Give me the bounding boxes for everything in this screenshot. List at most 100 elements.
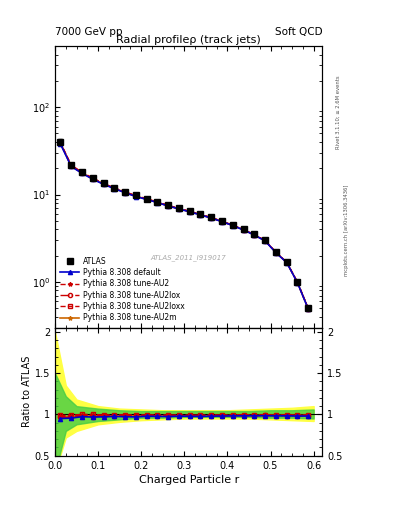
- Pythia 8.308 default: [263, 238, 268, 244]
- Title: Radial profileρ (track jets): Radial profileρ (track jets): [116, 35, 261, 45]
- Pythia 8.308 tune-AU2lox: [187, 208, 192, 215]
- Pythia 8.308 tune-AU2: [230, 222, 235, 228]
- Pythia 8.308 tune-AU2m: [295, 280, 300, 286]
- Line: Pythia 8.308 default: Pythia 8.308 default: [58, 142, 310, 311]
- Pythia 8.308 tune-AU2lox: [144, 196, 149, 202]
- Pythia 8.308 default: [230, 223, 235, 229]
- Pythia 8.308 tune-AU2loxx: [198, 211, 203, 218]
- Pythia 8.308 tune-AU2lox: [80, 170, 84, 176]
- Pythia 8.308 default: [112, 185, 117, 191]
- Pythia 8.308 tune-AU2m: [90, 176, 95, 182]
- Pythia 8.308 tune-AU2loxx: [295, 279, 300, 285]
- Pythia 8.308 tune-AU2: [220, 218, 224, 224]
- Pythia 8.308 tune-AU2loxx: [166, 202, 171, 208]
- Pythia 8.308 tune-AU2loxx: [285, 259, 289, 265]
- Pythia 8.308 tune-AU2loxx: [155, 199, 160, 205]
- Pythia 8.308 tune-AU2m: [123, 189, 127, 196]
- Pythia 8.308 tune-AU2: [112, 185, 117, 191]
- Pythia 8.308 tune-AU2: [166, 203, 171, 209]
- Pythia 8.308 tune-AU2lox: [90, 176, 95, 182]
- Pythia 8.308 tune-AU2m: [134, 193, 138, 199]
- Pythia 8.308 tune-AU2m: [220, 219, 224, 225]
- Pythia 8.308 tune-AU2loxx: [176, 205, 181, 211]
- Line: Pythia 8.308 tune-AU2: Pythia 8.308 tune-AU2: [58, 141, 310, 311]
- Pythia 8.308 tune-AU2loxx: [220, 218, 224, 224]
- Pythia 8.308 tune-AU2: [134, 193, 138, 199]
- Pythia 8.308 tune-AU2m: [285, 259, 289, 265]
- Text: Rivet 3.1.10; ≥ 2.6M events: Rivet 3.1.10; ≥ 2.6M events: [336, 76, 341, 150]
- Pythia 8.308 tune-AU2: [252, 232, 257, 238]
- Pythia 8.308 default: [187, 209, 192, 215]
- Pythia 8.308 default: [285, 260, 289, 266]
- Pythia 8.308 tune-AU2m: [112, 185, 117, 191]
- Pythia 8.308 tune-AU2loxx: [252, 231, 257, 238]
- Pythia 8.308 tune-AU2loxx: [230, 222, 235, 228]
- Pythia 8.308 tune-AU2m: [241, 227, 246, 233]
- Pythia 8.308 default: [306, 306, 310, 312]
- Pythia 8.308 tune-AU2: [241, 227, 246, 233]
- Pythia 8.308 tune-AU2m: [230, 222, 235, 228]
- Pythia 8.308 tune-AU2: [198, 211, 203, 218]
- Pythia 8.308 tune-AU2: [69, 162, 73, 168]
- Pythia 8.308 tune-AU2: [144, 196, 149, 202]
- Pythia 8.308 tune-AU2m: [80, 170, 84, 176]
- Pythia 8.308 default: [295, 280, 300, 286]
- Pythia 8.308 tune-AU2m: [166, 203, 171, 209]
- Pythia 8.308 default: [155, 200, 160, 206]
- Pythia 8.308 tune-AU2lox: [58, 140, 63, 146]
- Pythia 8.308 tune-AU2lox: [166, 203, 171, 209]
- Pythia 8.308 tune-AU2: [295, 279, 300, 285]
- Pythia 8.308 tune-AU2lox: [220, 219, 224, 225]
- Pythia 8.308 tune-AU2: [187, 208, 192, 215]
- Pythia 8.308 tune-AU2lox: [101, 181, 106, 187]
- Pythia 8.308 default: [80, 170, 84, 177]
- Line: Pythia 8.308 tune-AU2lox: Pythia 8.308 tune-AU2lox: [58, 141, 310, 311]
- Pythia 8.308 tune-AU2: [80, 169, 84, 176]
- Pythia 8.308 default: [252, 232, 257, 238]
- Pythia 8.308 tune-AU2lox: [295, 280, 300, 286]
- Pythia 8.308 tune-AU2lox: [134, 193, 138, 199]
- Pythia 8.308 tune-AU2loxx: [263, 238, 268, 244]
- Pythia 8.308 tune-AU2lox: [209, 215, 214, 221]
- Pythia 8.308 tune-AU2loxx: [90, 175, 95, 181]
- Pythia 8.308 tune-AU2lox: [176, 206, 181, 212]
- Legend: ATLAS, Pythia 8.308 default, Pythia 8.308 tune-AU2, Pythia 8.308 tune-AU2lox, Py: ATLAS, Pythia 8.308 default, Pythia 8.30…: [59, 255, 186, 324]
- Pythia 8.308 tune-AU2loxx: [209, 215, 214, 221]
- Line: Pythia 8.308 tune-AU2loxx: Pythia 8.308 tune-AU2loxx: [58, 140, 310, 311]
- Y-axis label: Ratio to ATLAS: Ratio to ATLAS: [22, 356, 32, 428]
- Pythia 8.308 default: [134, 194, 138, 200]
- Pythia 8.308 default: [144, 197, 149, 203]
- Pythia 8.308 tune-AU2m: [209, 215, 214, 221]
- Pythia 8.308 tune-AU2: [306, 306, 310, 312]
- Pythia 8.308 default: [123, 189, 127, 196]
- Pythia 8.308 tune-AU2m: [176, 206, 181, 212]
- Pythia 8.308 tune-AU2lox: [198, 212, 203, 218]
- Pythia 8.308 tune-AU2lox: [274, 249, 278, 255]
- Pythia 8.308 tune-AU2: [274, 249, 278, 255]
- Pythia 8.308 default: [166, 203, 171, 209]
- Pythia 8.308 tune-AU2m: [274, 249, 278, 255]
- Pythia 8.308 tune-AU2m: [187, 208, 192, 215]
- Pythia 8.308 tune-AU2loxx: [69, 162, 73, 168]
- Pythia 8.308 tune-AU2lox: [155, 199, 160, 205]
- Pythia 8.308 tune-AU2: [101, 181, 106, 187]
- Pythia 8.308 tune-AU2: [285, 259, 289, 265]
- X-axis label: Charged Particle r: Charged Particle r: [138, 475, 239, 485]
- Pythia 8.308 tune-AU2loxx: [306, 306, 310, 312]
- Pythia 8.308 tune-AU2lox: [285, 259, 289, 265]
- Pythia 8.308 tune-AU2: [58, 140, 63, 146]
- Pythia 8.308 tune-AU2m: [101, 181, 106, 187]
- Line: Pythia 8.308 tune-AU2m: Pythia 8.308 tune-AU2m: [58, 141, 310, 311]
- Pythia 8.308 tune-AU2m: [263, 238, 268, 244]
- Pythia 8.308 tune-AU2loxx: [58, 139, 63, 145]
- Pythia 8.308 tune-AU2: [209, 215, 214, 221]
- Pythia 8.308 default: [176, 206, 181, 212]
- Pythia 8.308 tune-AU2: [263, 238, 268, 244]
- Pythia 8.308 tune-AU2lox: [252, 232, 257, 238]
- Pythia 8.308 default: [241, 227, 246, 233]
- Pythia 8.308 tune-AU2m: [69, 163, 73, 169]
- Pythia 8.308 default: [69, 163, 73, 169]
- Pythia 8.308 tune-AU2loxx: [144, 196, 149, 202]
- Pythia 8.308 tune-AU2loxx: [80, 169, 84, 175]
- Pythia 8.308 default: [209, 215, 214, 221]
